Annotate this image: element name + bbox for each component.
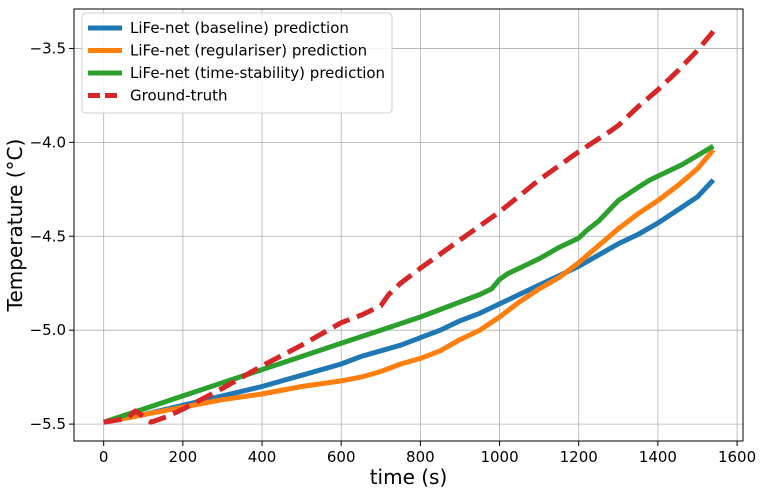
y-tick-label: −4.5 — [30, 227, 66, 245]
series-line-2 — [102, 143, 715, 425]
legend-label-0: LiFe-net (baseline) prediction — [130, 19, 349, 37]
x-ticks: 0 200 400 600 800 1000 1200 1400 1600 — [99, 441, 756, 466]
legend-label-3: Ground-truth — [130, 87, 228, 105]
legend: LiFe-net (baseline) prediction LiFe-net (… — [81, 12, 393, 114]
x-tick-label: 800 — [406, 448, 435, 466]
x-tick-label: 1200 — [560, 448, 598, 466]
x-axis-label: time (s) — [370, 465, 448, 489]
x-tick-label: 1000 — [480, 448, 518, 466]
y-tick-label: −3.5 — [30, 39, 66, 57]
legend-box — [81, 12, 393, 114]
y-tick-label: −5.0 — [30, 321, 66, 339]
x-tick-label: 1400 — [639, 448, 677, 466]
legend-label-1: LiFe-net (regulariser) prediction — [130, 42, 367, 60]
x-tick-label: 200 — [169, 448, 198, 466]
y-axis-label: Temperature (°C) — [3, 139, 27, 313]
series-line-3 — [103, 29, 716, 425]
x-tick-label: 600 — [327, 448, 356, 466]
series-line-0 — [103, 178, 716, 425]
x-tick-label: 400 — [248, 448, 277, 466]
y-tick-label: −4.0 — [30, 133, 66, 151]
y-tick-label: −5.5 — [30, 415, 66, 433]
y-ticks: −5.5 −5.0 −4.5 −4.0 −3.5 — [30, 39, 74, 433]
series-layer — [102, 29, 716, 425]
series-line-1 — [103, 148, 716, 425]
plot-frame — [73, 8, 744, 442]
x-tick-label: 0 — [99, 448, 109, 466]
x-tick-label: 1600 — [718, 448, 756, 466]
legend-label-2: LiFe-net (time-stability) prediction — [130, 64, 385, 82]
